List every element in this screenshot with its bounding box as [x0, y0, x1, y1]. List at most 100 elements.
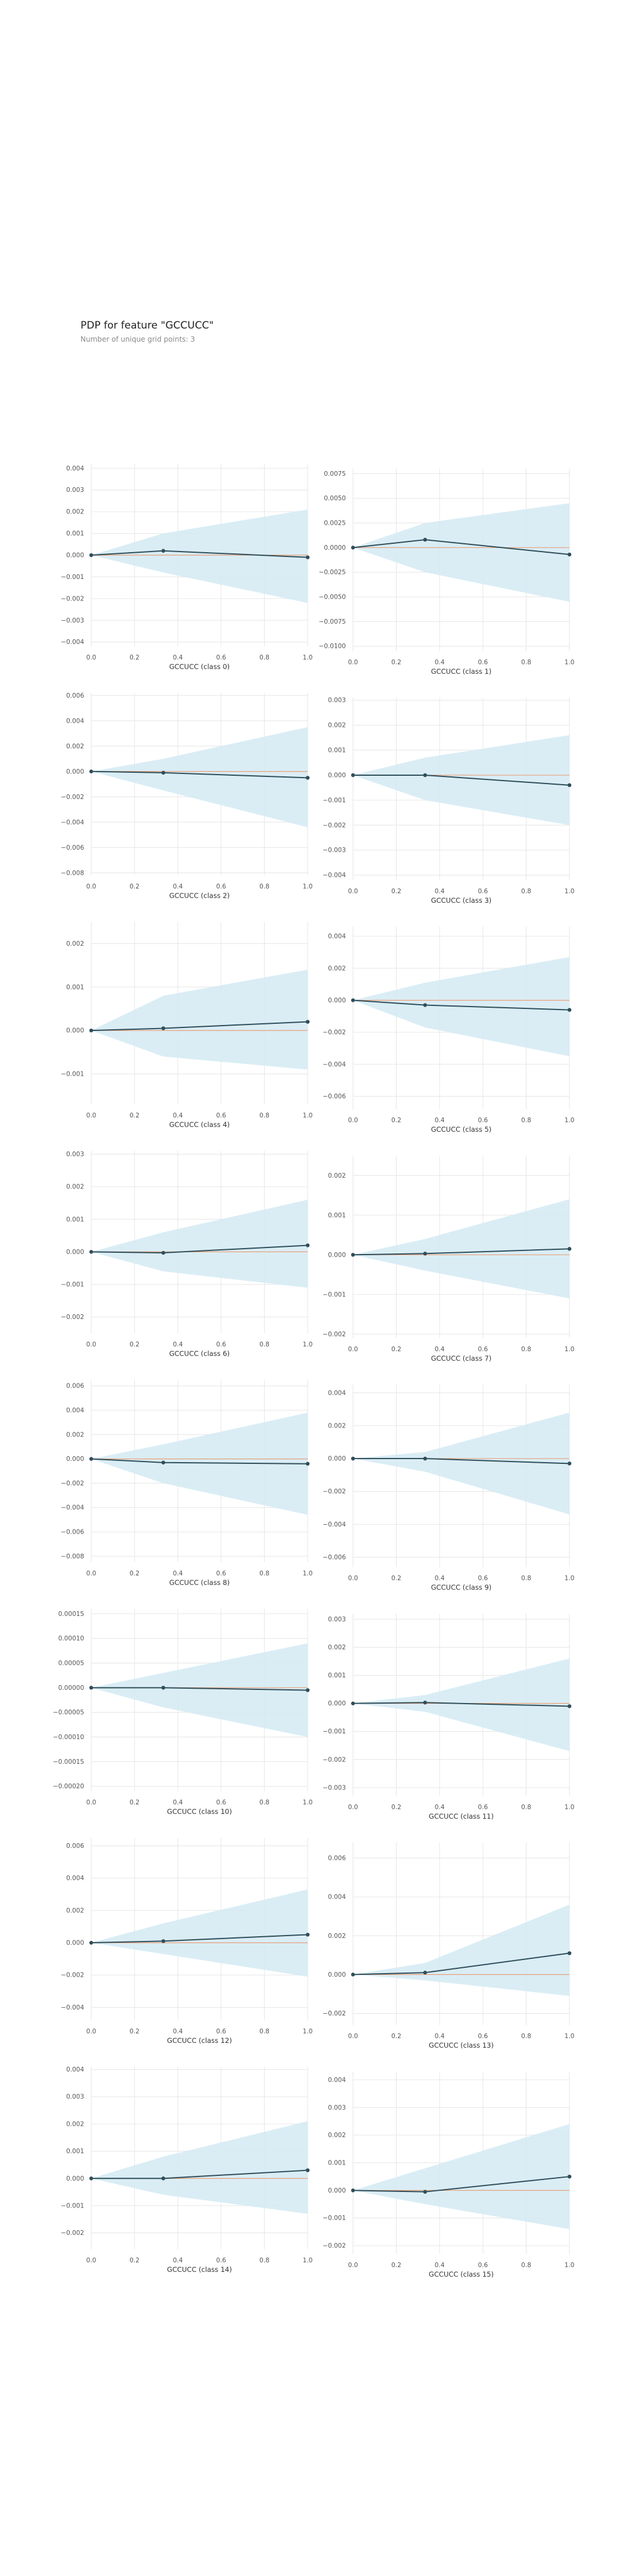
y-tick-label: 0.002: [66, 743, 84, 750]
y-tick-label: −0.00020: [53, 1783, 84, 1790]
pdp-point: [89, 553, 94, 558]
y-tick-label: 0.001: [328, 747, 346, 754]
y-tick-label: 0.000: [328, 1252, 346, 1259]
pdp-point: [423, 1003, 428, 1007]
pdp-point: [305, 2168, 310, 2172]
y-tick-label: −0.004: [323, 1521, 346, 1528]
y-tick-label: 0.000: [328, 772, 346, 779]
pdp-point: [89, 2176, 94, 2181]
confidence-band: [91, 1199, 308, 1288]
x-tick-label: 0.2: [391, 888, 401, 895]
y-tick-label: 0.002: [66, 1431, 84, 1438]
x-tick-label: 0.0: [348, 2033, 358, 2040]
y-tick-label: −0.001: [61, 2202, 84, 2209]
pdp-point: [305, 555, 310, 559]
y-tick-label: −0.0050: [318, 594, 346, 601]
y-tick-label: −0.006: [323, 1554, 346, 1561]
x-tick-label: 0.6: [478, 1804, 488, 1811]
pdp-point: [89, 1028, 94, 1033]
pdp-point: [423, 1456, 428, 1461]
y-tick-label: 0.004: [66, 2066, 84, 2073]
x-tick-label: 0.0: [348, 659, 358, 666]
pdp-point: [351, 2188, 355, 2193]
y-tick-label: 0.006: [328, 1855, 346, 1862]
y-tick-label: 0.003: [328, 2104, 346, 2111]
x-tick-label: 0.4: [435, 2262, 445, 2269]
x-tick-label: 0.0: [86, 654, 97, 661]
pdp-point: [423, 1970, 428, 1975]
pdp-panel-class-3: 0.003 0.002 0.001 0.000 −0.001 −0.002 −0.003 −0…: [323, 697, 574, 905]
x-tick-label: 1.0: [565, 2262, 575, 2269]
y-tick-label: 0.00005: [58, 1659, 84, 1667]
x-tick-label: 1.0: [565, 1117, 575, 1124]
x-axis-label: GCCUCC (class 4): [169, 1120, 230, 1129]
y-tick-label: −0.002: [61, 595, 84, 602]
y-tick-label: 0.000: [328, 2187, 346, 2194]
x-tick-label: 0.4: [173, 654, 183, 661]
y-tick-label: −0.008: [61, 869, 84, 877]
x-tick-label: 0.0: [86, 1799, 97, 1806]
x-axis-label: GCCUCC (class 13): [429, 2041, 494, 2049]
pdp-panel-class-12: 0.006 0.004 0.002 0.000 −0.002 −0.004 0.0 0.2 0.…: [61, 1838, 312, 2045]
pdp-point: [351, 1701, 355, 1705]
pdp-panel-class-6: 0.003 0.002 0.001 0.000 −0.001 −0.002 0.0 0.2 0.…: [61, 1151, 312, 1358]
y-tick-label: −0.002: [61, 1972, 84, 1979]
pdp-point: [161, 770, 166, 775]
pdp-point: [161, 1460, 166, 1465]
x-tick-label: 0.2: [391, 1575, 401, 1582]
pdp-point: [567, 1951, 572, 1955]
y-tick-label: 0.00015: [58, 1611, 84, 1618]
confidence-band: [353, 1905, 569, 1996]
x-tick-label: 0.4: [173, 1341, 183, 1348]
y-tick-label: −0.003: [323, 1784, 346, 1791]
y-tick-label: 0.000: [328, 1700, 346, 1707]
x-tick-label: 0.0: [348, 1804, 358, 1811]
x-tick-label: 0.0: [86, 1570, 97, 1577]
confidence-band: [353, 735, 569, 825]
y-tick-label: −0.002: [323, 1331, 346, 1338]
y-tick-label: 0.006: [66, 1383, 84, 1390]
x-tick-label: 0.2: [391, 1117, 401, 1124]
y-tick-label: −0.006: [61, 844, 84, 852]
y-tick-label: 0.000: [66, 2175, 84, 2182]
confidence-band: [91, 727, 308, 828]
x-tick-label: 1.0: [565, 2033, 575, 2040]
x-tick-label: 0.2: [129, 1799, 140, 1806]
x-tick-label: 0.6: [216, 883, 226, 890]
confidence-band: [91, 509, 308, 603]
x-tick-label: 0.8: [259, 1341, 270, 1348]
pdp-point: [351, 1973, 355, 1977]
confidence-band: [353, 1199, 569, 1299]
y-tick-label: −0.002: [323, 2010, 346, 2017]
y-tick-label: −0.002: [61, 794, 84, 801]
pdp-panel-class-7: 0.002 0.001 0.000 −0.001 −0.002 0.0 0.2 0.4 0.6 0…: [323, 1156, 574, 1363]
x-tick-label: 0.0: [348, 1117, 358, 1124]
x-tick-label: 1.0: [303, 1799, 313, 1806]
x-tick-label: 0.4: [173, 1112, 183, 1119]
pdp-point: [567, 2174, 572, 2179]
x-tick-label: 0.8: [521, 2033, 531, 2040]
pdp-point: [161, 1026, 166, 1030]
x-tick-label: 0.6: [216, 2028, 226, 2035]
x-tick-label: 0.8: [259, 1570, 270, 1577]
pdp-point: [567, 552, 572, 557]
y-tick-label: 0.000: [328, 1971, 346, 1979]
x-tick-label: 0.2: [129, 1341, 140, 1348]
confidence-band: [91, 1643, 308, 1738]
x-tick-label: 0.8: [259, 1112, 270, 1119]
x-axis-label: GCCUCC (class 12): [167, 2036, 232, 2045]
y-tick-label: 0.002: [328, 1644, 346, 1651]
pdp-panel-class-11: 0.003 0.002 0.001 0.000 −0.001 −0.002 −0.003 0.…: [323, 1614, 574, 1820]
y-tick-label: 0.000: [328, 997, 346, 1004]
y-tick-label: 0.000: [66, 552, 84, 559]
x-tick-label: 0.8: [259, 2028, 270, 2035]
y-tick-label: −0.004: [61, 1504, 84, 1512]
x-tick-label: 0.2: [391, 1804, 401, 1811]
y-tick-label: 0.002: [328, 722, 346, 729]
pdp-point: [89, 769, 94, 773]
x-axis-label: GCCUCC (class 7): [431, 1354, 492, 1363]
figure-title: PDP for feature "GCCUCC": [80, 320, 214, 332]
x-tick-label: 0.4: [435, 1804, 445, 1811]
pdp-panel-class-0: 0.004 0.003 0.002 0.001 0.000 −0.001 −0.002 −0.…: [61, 464, 312, 671]
